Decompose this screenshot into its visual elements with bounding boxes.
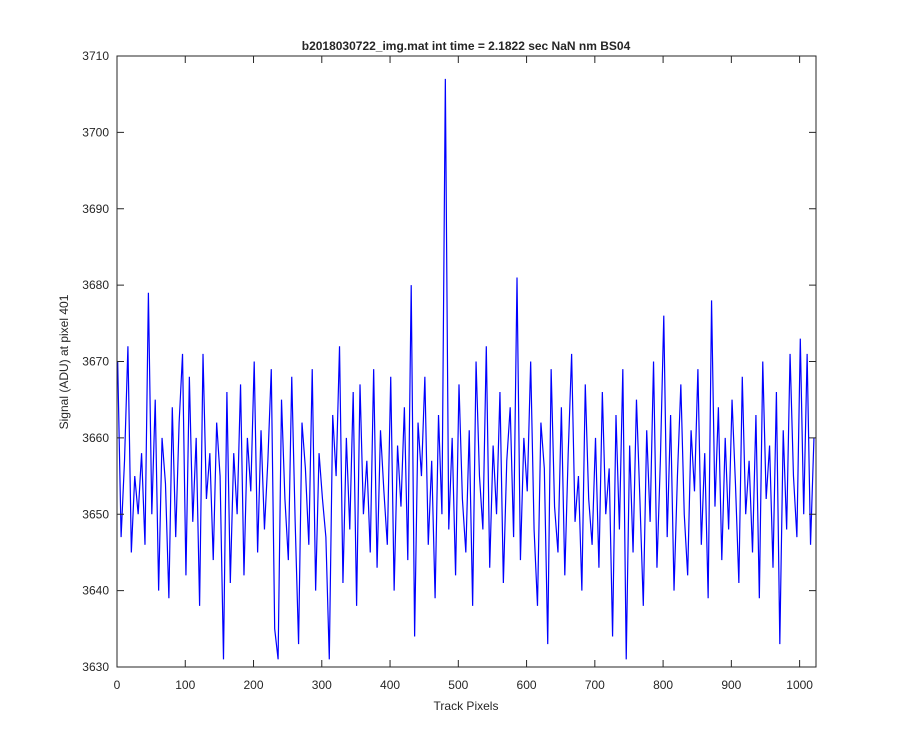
y-tick-label: 3670	[82, 355, 109, 369]
x-tick-label: 200	[244, 678, 264, 692]
x-axis-label: Track Pixels	[434, 699, 499, 713]
x-tick-label: 900	[721, 678, 741, 692]
x-tick-label: 700	[585, 678, 605, 692]
y-tick-label: 3650	[82, 507, 109, 521]
x-tick-label: 100	[175, 678, 195, 692]
y-tick-label: 3710	[82, 49, 109, 63]
x-tick-label: 400	[380, 678, 400, 692]
y-axis-label: Signal (ADU) at pixel 401	[57, 294, 71, 429]
y-tick-label: 3690	[82, 202, 109, 216]
x-tick-label: 0	[114, 678, 121, 692]
y-tick-label: 3630	[82, 660, 109, 674]
x-tick-label: 500	[448, 678, 468, 692]
chart-title: b2018030722_img.mat int time = 2.1822 se…	[302, 39, 631, 53]
data-line	[117, 78, 815, 660]
x-tick-label: 800	[653, 678, 673, 692]
x-tick-label: 300	[312, 678, 332, 692]
y-tick-label: 3680	[82, 278, 109, 292]
y-tick-label: 3660	[82, 431, 109, 445]
x-tick-label: 1000	[786, 678, 813, 692]
y-tick-label: 3640	[82, 584, 109, 598]
x-tick-label: 600	[517, 678, 537, 692]
y-tick-label: 3700	[82, 125, 109, 139]
